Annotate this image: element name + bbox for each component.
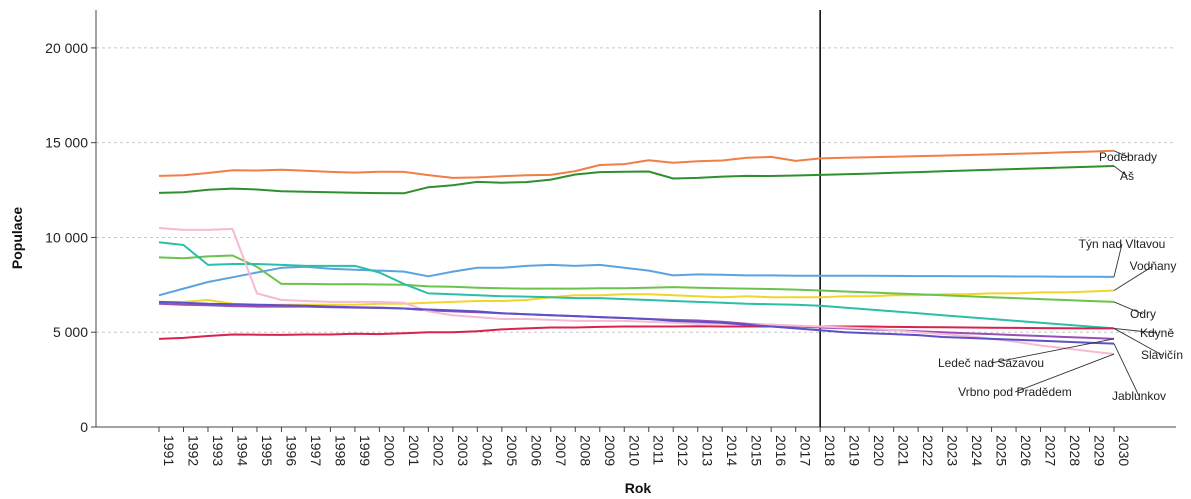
leader-line [1113, 165, 1128, 177]
y-tick-label: 10 000 [45, 229, 88, 245]
x-tick-label: 2014 [724, 435, 740, 466]
series-label-8: Vrbno pod Pradědem [958, 385, 1072, 399]
leader-line [1113, 301, 1144, 315]
leader-line [1113, 343, 1140, 397]
series-label-0: Poděbrady [1099, 150, 1157, 164]
series-labels: Poděbrady Aš Týn nad Vltavou Vodňany Odry Kdy… [938, 150, 1183, 403]
x-axis-ticks: 1991 1992 1993 1994 1995 1996 1997 1998 1999 2000… [158, 427, 1132, 466]
x-tick-label: 2026 [1018, 435, 1034, 466]
leader-line [1113, 328, 1163, 356]
series-line-1 [158, 165, 1115, 195]
series-label-2: Týn nad Vltavou [1079, 237, 1166, 251]
x-tick-label: 2016 [773, 435, 789, 466]
series-line-5 [158, 241, 1115, 330]
x-tick-label: 2023 [945, 435, 961, 466]
x-tick-label: 2030 [1116, 435, 1132, 466]
series-line-2 [158, 263, 1115, 297]
x-tick-label: 2022 [920, 435, 936, 466]
x-tick-label: 1993 [210, 435, 226, 466]
y-tick-label: 20 000 [45, 40, 88, 56]
leader-line [990, 338, 1115, 364]
series-label-6: Slavičín [1141, 348, 1183, 362]
x-tick-label: 2011 [651, 435, 667, 465]
series-label-1: Aš [1120, 169, 1134, 183]
x-axis-title: Rok [625, 480, 652, 496]
x-tick-label: 2008 [577, 435, 593, 466]
x-tick-label: 2018 [822, 435, 838, 466]
leader-line [1113, 243, 1123, 277]
y-tick-label: 0 [80, 419, 88, 435]
x-tick-label: 2015 [749, 435, 765, 466]
leader-line [1113, 265, 1154, 291]
x-tick-label: 2006 [528, 435, 544, 466]
x-tick-label: 2025 [994, 435, 1010, 466]
leader-line [1014, 353, 1115, 393]
x-tick-label: 2002 [430, 435, 446, 466]
x-tick-label: 2009 [602, 435, 618, 466]
axes [95, 10, 1176, 428]
x-tick-label: 2024 [969, 435, 985, 466]
x-tick-label: 2003 [455, 435, 471, 466]
x-tick-label: 1992 [185, 435, 201, 466]
series-line-0 [158, 149, 1115, 179]
x-tick-label: 1997 [308, 435, 324, 466]
x-tick-label: 2012 [675, 435, 691, 466]
series-line-6 [158, 325, 1114, 340]
y-tick-label: 15 000 [45, 135, 88, 151]
x-tick-label: 2028 [1067, 435, 1083, 466]
x-tick-label: 2017 [798, 435, 814, 466]
series-line-3 [159, 289, 1115, 306]
x-tick-label: 1994 [234, 435, 250, 466]
x-tick-label: 1999 [357, 435, 373, 466]
series-label-4: Odry [1130, 307, 1156, 321]
series-line-8 [158, 227, 1115, 355]
x-tick-label: 2029 [1092, 435, 1108, 466]
grid-lines [96, 47, 1176, 333]
series-line-4 [158, 254, 1115, 303]
series-lines [158, 149, 1115, 355]
leader-line [1113, 150, 1129, 158]
y-axis-title: Populace [9, 207, 25, 269]
x-tick-label: 2005 [504, 435, 520, 466]
x-tick-label: 1996 [283, 435, 299, 466]
x-tick-label: 2000 [381, 435, 397, 466]
x-tick-label: 1995 [259, 435, 275, 466]
series-label-3: Vodňany [1130, 259, 1177, 273]
y-axis-ticks: 0 5 000 10 000 15 000 20 000 [45, 40, 96, 435]
x-tick-label: 2019 [847, 435, 863, 466]
x-tick-label: 2010 [626, 435, 642, 466]
leader-line [1113, 327, 1158, 334]
series-label-7: Ledeč nad Sázavou [938, 356, 1044, 370]
series-label-9: Jablunkov [1112, 389, 1166, 403]
y-tick-label: 5 000 [53, 324, 88, 340]
x-tick-label: 2004 [479, 435, 495, 466]
x-tick-label: 2001 [406, 435, 422, 466]
x-tick-label: 2021 [896, 435, 912, 466]
x-tick-label: 1991 [161, 435, 177, 466]
x-tick-label: 1998 [332, 435, 348, 466]
series-label-5: Kdyně [1140, 326, 1174, 340]
x-tick-label: 2027 [1043, 435, 1059, 466]
series-line-9 [158, 300, 1115, 345]
x-tick-label: 2013 [700, 435, 716, 466]
x-tick-label: 2020 [871, 435, 887, 466]
x-tick-label: 2007 [553, 435, 569, 466]
